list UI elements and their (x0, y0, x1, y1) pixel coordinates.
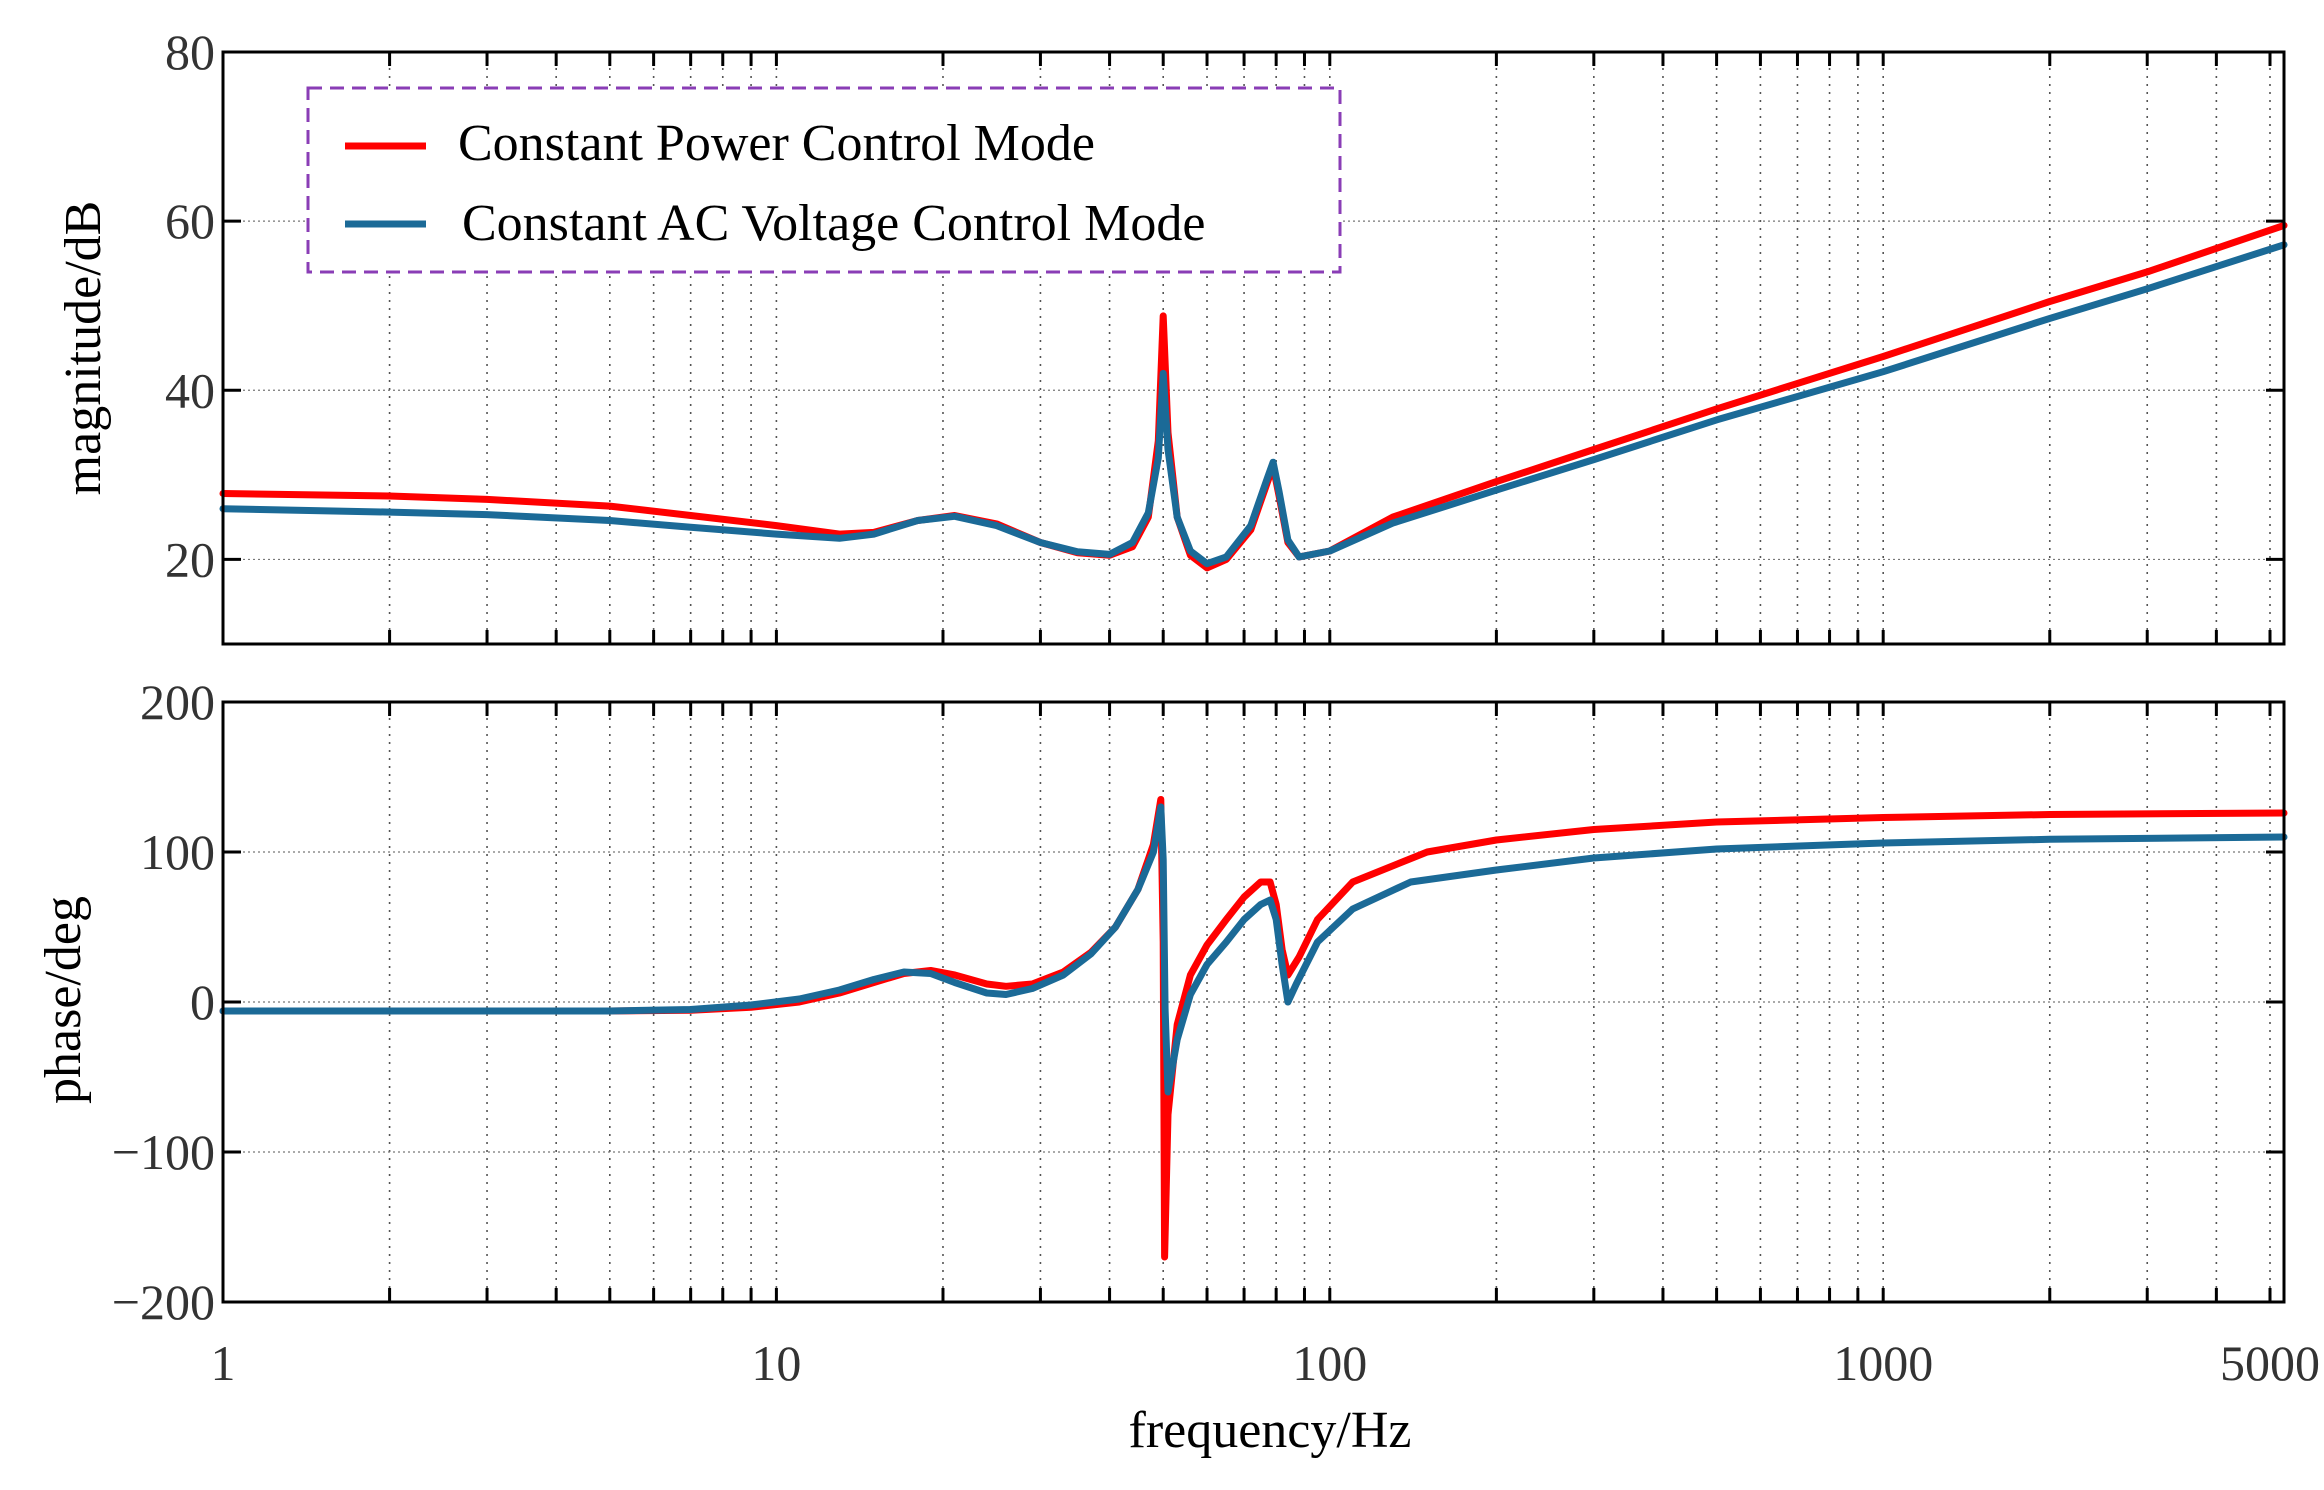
magnitude-series-constant-ac-voltage (219, 241, 2288, 568)
phase-ytick-label: −200 (112, 1274, 215, 1330)
phase-xtick-label: 1 (211, 1335, 236, 1391)
legend-box (306, 86, 1342, 274)
phase-series-constant-ac-voltage (219, 803, 2288, 1096)
phase-series-constant-power (219, 796, 2288, 1261)
phase-xlabel: frequency/Hz (1129, 1402, 1412, 1459)
magnitude-panel: 20 40 60 80 magnitude/dB Constant Power Con… (55, 24, 2288, 646)
legend: Constant Power Control Mode Constant AC … (306, 86, 1342, 274)
magnitude-ytick-label: 80 (165, 24, 215, 80)
phase-ytick-label: 0 (190, 974, 215, 1030)
magnitude-ytick-labels: 20 40 60 80 (165, 24, 215, 587)
phase-xtick-label: 10 (751, 1335, 801, 1391)
phase-panel: −200 −100 0 100 200 1 10 100 1000 5000 phase/deg… (35, 674, 2320, 1459)
phase-ylabel: phase/deg (35, 896, 92, 1104)
phase-ytick-label: 100 (140, 824, 215, 880)
magnitude-ylabel: magnitude/dB (55, 201, 112, 496)
phase-ytick-label: −100 (112, 1124, 215, 1180)
legend-label-constant-ac-voltage: Constant AC Voltage Control Mode (462, 195, 1205, 252)
phase-ticks (223, 700, 2284, 1304)
magnitude-series-group (219, 221, 2288, 572)
magnitude-ytick-label: 60 (165, 193, 215, 249)
magnitude-ytick-label: 20 (165, 531, 215, 587)
phase-xtick-labels: 1 10 100 1000 5000 (211, 1335, 2320, 1391)
magnitude-frame (221, 50, 2286, 646)
magnitude-ytick-label: 40 (165, 362, 215, 418)
phase-xtick-label: 5000 (2220, 1335, 2320, 1391)
magnitude-ticks (223, 50, 2284, 644)
phase-xtick-label: 100 (1292, 1335, 1367, 1391)
phase-ytick-label: 200 (140, 674, 215, 730)
phase-grid (223, 702, 2284, 1302)
phase-xtick-label: 1000 (1833, 1335, 1933, 1391)
phase-ytick-labels: −200 −100 0 100 200 (112, 674, 215, 1330)
phase-series-group (219, 796, 2288, 1261)
legend-label-constant-power: Constant Power Control Mode (458, 115, 1095, 172)
